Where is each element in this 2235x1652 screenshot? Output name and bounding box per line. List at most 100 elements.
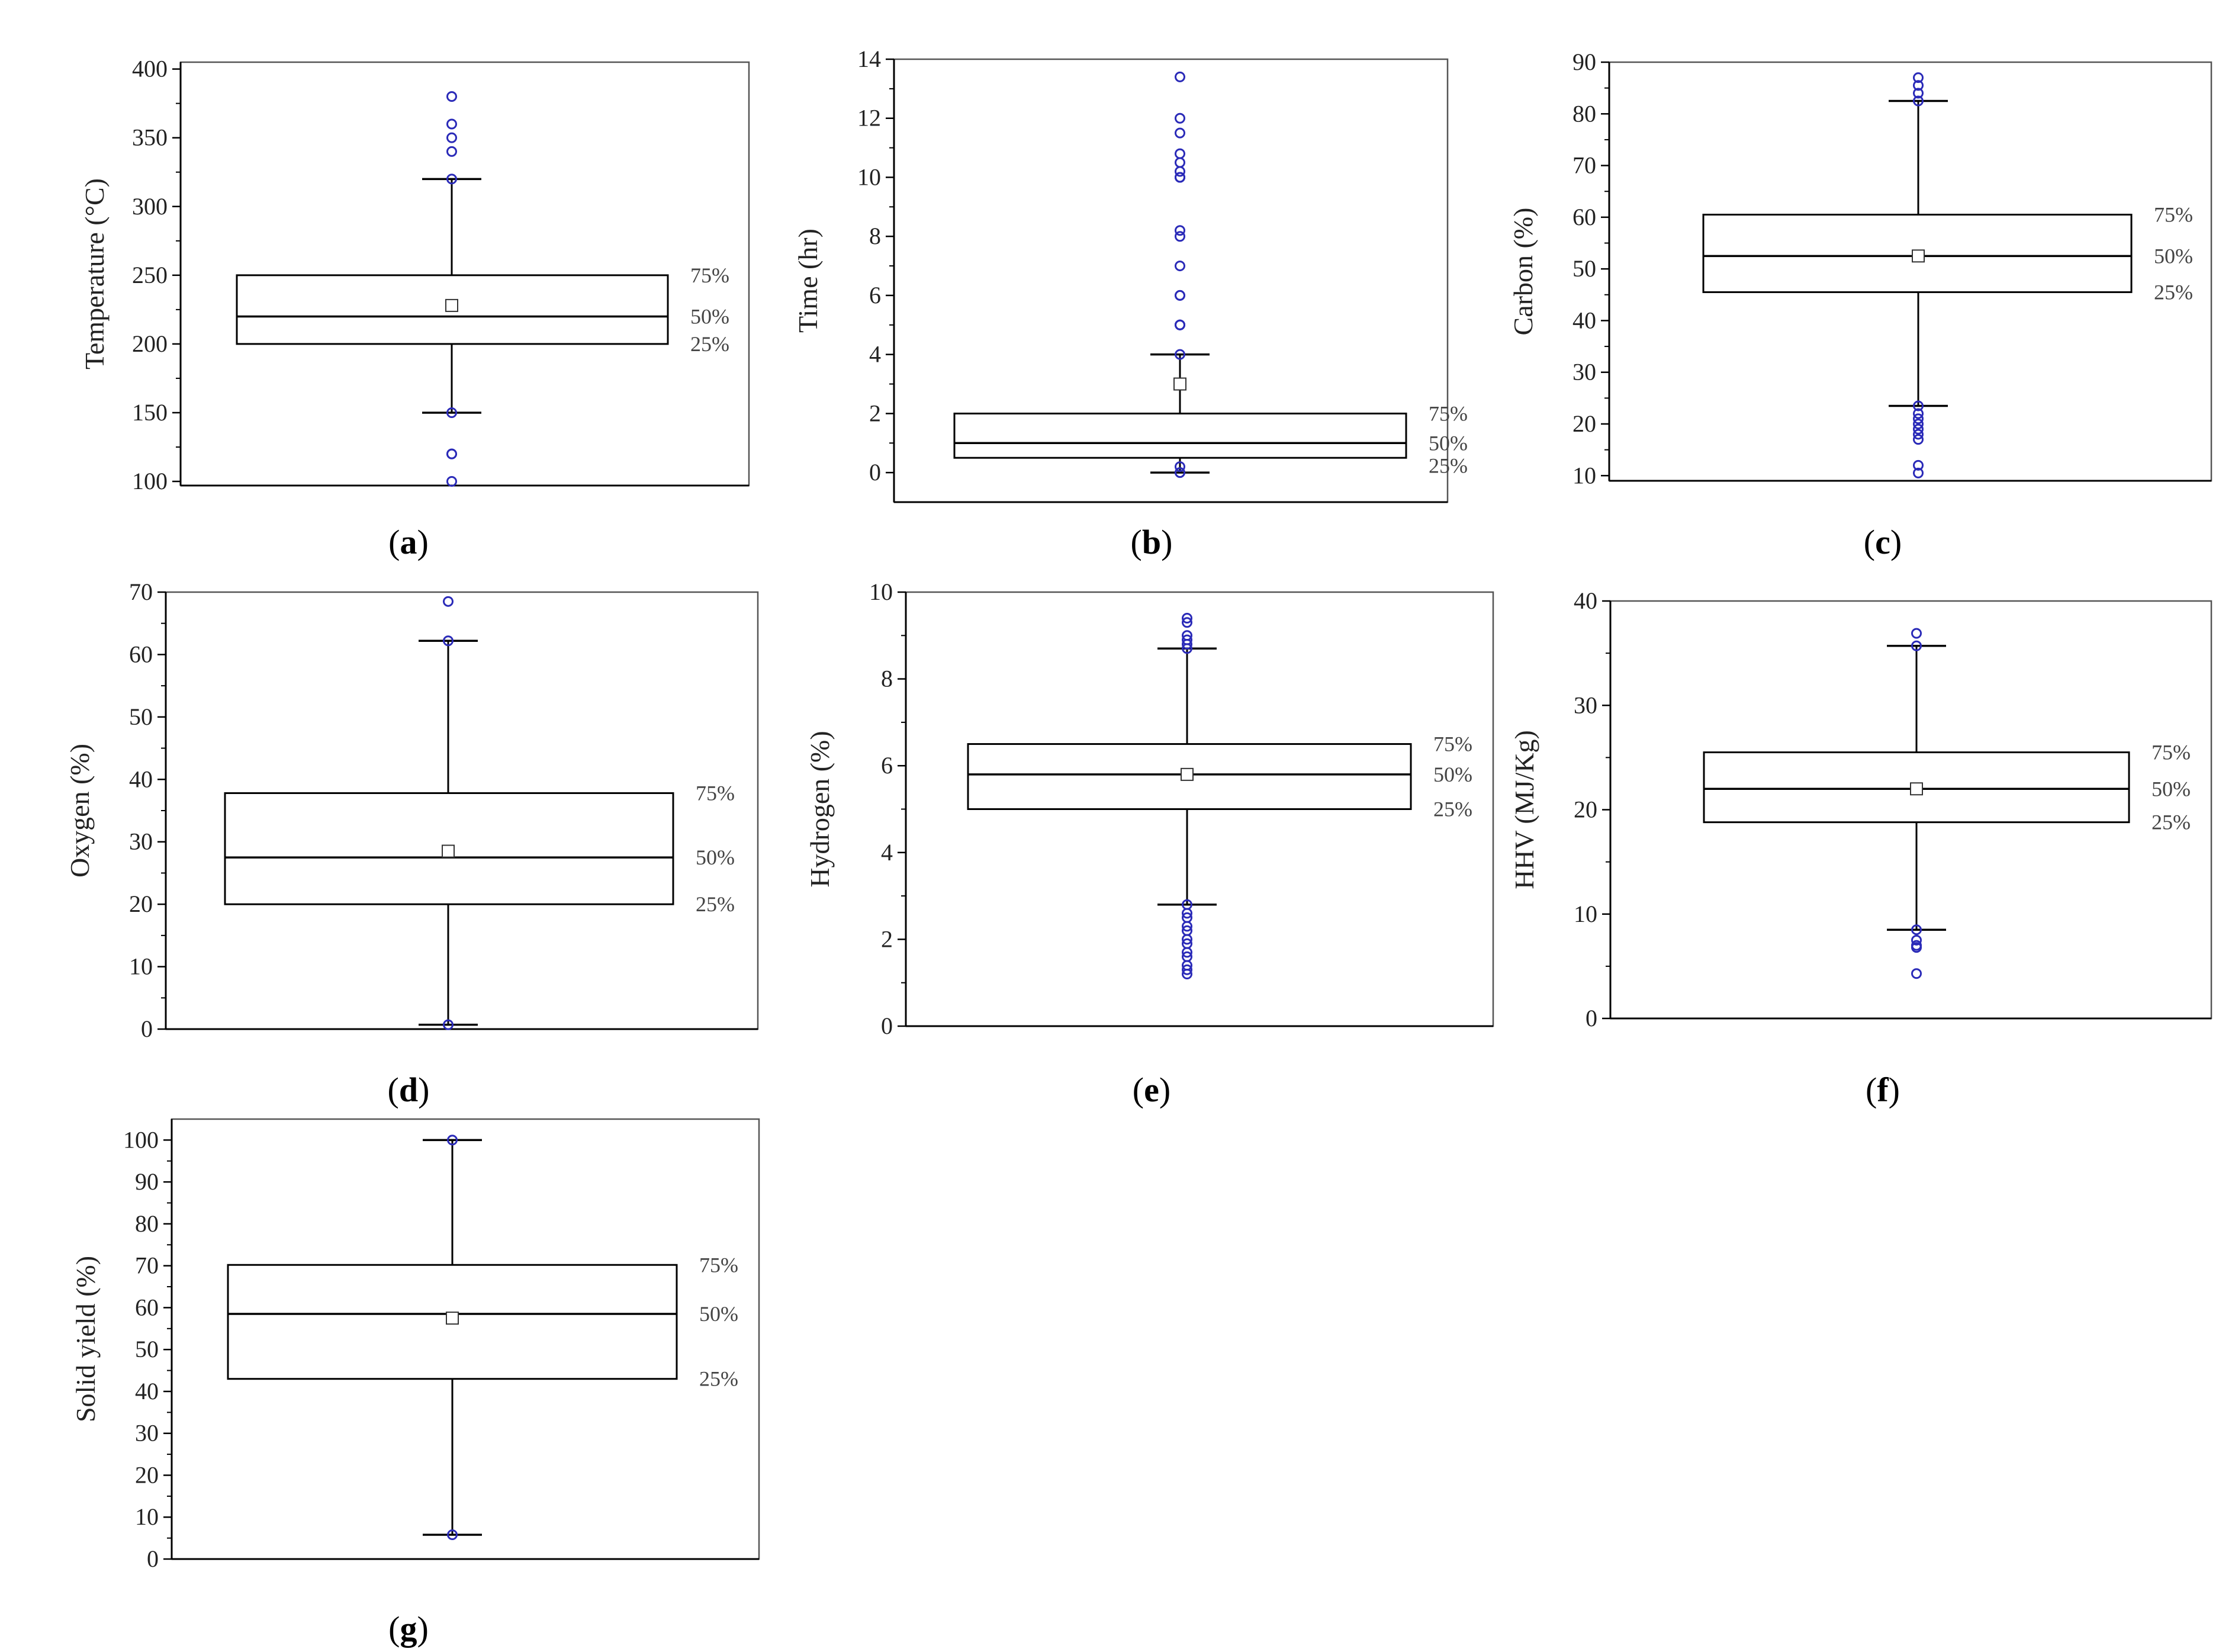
percentile-label: 50%	[699, 1302, 738, 1326]
outlier-point	[1182, 969, 1192, 980]
y-tick-label: 70	[129, 578, 153, 605]
caption-paren-open: (	[1866, 1071, 1877, 1109]
outlier-point	[1182, 617, 1192, 628]
outlier-point	[1182, 921, 1192, 932]
chart-panel-c: 10 20 30 40 50 60 70 80 90 Carbon (%) 75% 50% 25% (c)	[1508, 49, 2213, 561]
y-tick-label: 40	[1574, 587, 1597, 614]
percentile-label: 25%	[690, 332, 729, 356]
caption-paren-close: )	[1159, 1071, 1170, 1109]
y-tick-label: 10	[135, 1503, 159, 1530]
y-tick-label: 4	[881, 839, 893, 866]
chart-panel-f: 0 10 20 30 40 HHV (MJ/Kg) 75% 50% 25% (f)	[1509, 587, 2213, 1109]
y-tick-label: 80	[1572, 100, 1596, 127]
caption-paren-open: (	[388, 523, 400, 561]
percentile-label: 75%	[696, 781, 735, 805]
outlier-point	[443, 596, 454, 607]
y-tick-label: 50	[135, 1336, 159, 1362]
y-tick-label: 20	[1572, 410, 1596, 437]
outlier-point	[446, 132, 457, 143]
mean-marker	[1910, 782, 1923, 796]
y-tick-label: 20	[135, 1461, 159, 1488]
outlier-point	[1175, 166, 1185, 177]
percentile-label: 50%	[2154, 244, 2193, 268]
iqr-box	[967, 743, 1412, 811]
caption-paren-open: (	[1131, 523, 1142, 561]
y-tick-label: 90	[1572, 49, 1596, 75]
percentile-label: 50%	[1429, 431, 1468, 455]
mean-marker	[1181, 767, 1194, 781]
y-tick-label: 2	[869, 400, 881, 426]
outlier-point	[1175, 148, 1185, 159]
percentile-label: 75%	[2152, 741, 2191, 764]
outlier-point	[1175, 113, 1185, 124]
y-tick-label: 40	[129, 766, 153, 792]
panel-caption: (c)	[1864, 523, 1902, 561]
chart-panel-e: 0 2 4 6 8 10 Hydrogen (%) 75% 50% 25% (e)	[805, 578, 1494, 1109]
caption-paren-close: )	[417, 523, 429, 561]
y-tick-label: 8	[869, 223, 881, 249]
percentile-label: 25%	[699, 1367, 738, 1391]
y-tick-label: 50	[1572, 255, 1596, 282]
chart-panel-a: 100 150 200 250 300 350 400 Temperature (°C) 75%…	[79, 56, 750, 561]
caption-paren-close: )	[1889, 1071, 1900, 1109]
percentile-label: 50%	[696, 846, 735, 869]
percentile-label: 75%	[1433, 732, 1472, 756]
outlier-point	[1911, 640, 1922, 651]
panel-caption: (b)	[1131, 523, 1173, 561]
percentile-label: 25%	[1433, 798, 1472, 821]
y-tick-label: 4	[869, 341, 881, 368]
y-axis-label: Time (hr)	[793, 229, 823, 333]
outlier-point	[1913, 467, 1924, 478]
outlier-point	[1175, 261, 1185, 272]
outlier-point	[1182, 612, 1192, 623]
y-axis-label: Carbon (%)	[1508, 208, 1538, 336]
outlier-point	[1175, 157, 1185, 168]
percentile-label: 50%	[690, 304, 729, 328]
mean-marker	[445, 298, 458, 312]
panel-caption: (e)	[1133, 1071, 1170, 1109]
percentile-label: 25%	[2154, 280, 2193, 304]
outlier-point	[1913, 423, 1924, 435]
mean-marker	[1912, 249, 1925, 263]
y-axis-label: HHV (MJ/Kg)	[1509, 730, 1539, 889]
outlier-point	[1182, 643, 1192, 654]
y-axis-label: Solid yield (%)	[70, 1256, 101, 1422]
percentile-label: 25%	[1429, 454, 1468, 477]
y-tick-label: 30	[135, 1420, 159, 1447]
outlier-point	[446, 173, 457, 185]
outlier-point	[1911, 924, 1922, 936]
outlier-point	[1175, 127, 1185, 139]
y-tick-label: 14	[857, 46, 881, 72]
caption-letter: d	[399, 1071, 418, 1109]
mean-marker	[442, 844, 455, 858]
y-tick-label: 20	[129, 891, 153, 917]
y-tick-label: 0	[141, 1015, 153, 1042]
caption-paren-open: (	[1133, 1071, 1144, 1109]
percentile-label: 75%	[1429, 401, 1468, 425]
y-tick-label: 0	[1586, 1005, 1597, 1031]
caption-paren-close: )	[417, 1609, 429, 1648]
y-tick-label: 10	[1574, 901, 1597, 927]
outlier-point	[446, 146, 457, 157]
outlier-point	[1175, 225, 1185, 236]
y-tick-label: 350	[132, 124, 168, 151]
outlier-point	[1175, 461, 1185, 473]
outlier-point	[1911, 628, 1922, 639]
y-tick-label: 20	[1574, 796, 1597, 823]
caption-letter: c	[1875, 523, 1890, 561]
outlier-point	[1175, 231, 1185, 242]
outlier-point	[443, 635, 454, 647]
outlier-point	[1175, 172, 1185, 183]
outlier-point	[447, 1134, 458, 1146]
y-axis-label: Oxygen (%)	[65, 744, 95, 878]
percentile-label: 50%	[1433, 763, 1472, 786]
y-tick-label: 300	[132, 193, 168, 220]
outlier-point	[1913, 418, 1924, 429]
outlier-point	[1175, 349, 1185, 360]
caption-paren-open: (	[1864, 523, 1875, 561]
caption-letter: a	[400, 523, 417, 561]
panel-caption: (d)	[388, 1071, 430, 1109]
percentile-label: 75%	[690, 263, 729, 287]
chart-panel-g: 0 10 20 30 40 50 60 70 80 90 100 Solid yield (%) 75%…	[70, 1118, 760, 1648]
outlier-point	[446, 91, 457, 102]
